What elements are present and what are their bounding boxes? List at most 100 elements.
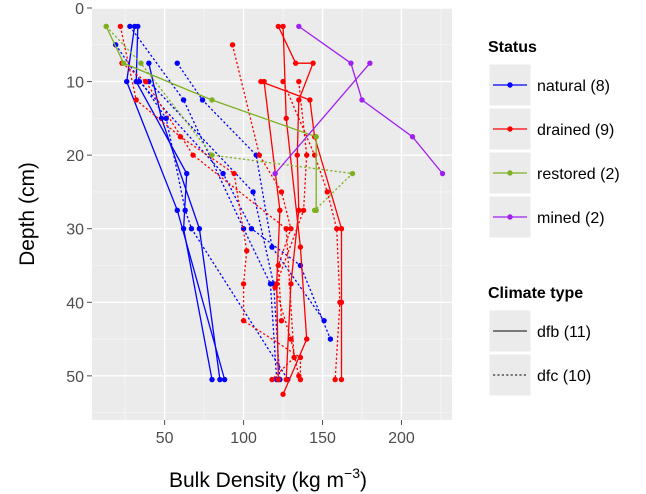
series-restored-dfc (103, 23, 356, 214)
series-line (148, 63, 221, 380)
data-point (439, 170, 446, 177)
data-point (296, 207, 302, 214)
data-point (209, 376, 215, 383)
x-axis: 50 100 150 200 (156, 420, 415, 447)
data-point (283, 376, 289, 383)
data-point (288, 336, 294, 342)
y-axis-title: Depth (cm) (16, 162, 39, 266)
x-axis-title: Bulk Density (kg m−3) (169, 465, 367, 492)
legend-key-point (507, 170, 513, 176)
data-point (221, 376, 228, 383)
data-point (269, 244, 275, 250)
legend-status: Status natural (8) drained (9) restored (2… (488, 39, 620, 239)
x-tick-label: 50 (156, 430, 174, 447)
data-point (280, 391, 286, 397)
data-point (248, 226, 255, 232)
data-point (244, 248, 250, 254)
y-tick-label: 20 (66, 148, 84, 165)
data-point (199, 97, 206, 103)
series-line (231, 44, 292, 321)
data-point (359, 97, 365, 103)
data-point (135, 23, 141, 30)
data-point (182, 207, 188, 214)
data-point (188, 226, 195, 232)
data-point (296, 23, 302, 30)
data-point (138, 60, 144, 66)
data-point (283, 226, 289, 232)
series-line (129, 26, 278, 380)
data-point (338, 376, 345, 383)
data-point (300, 207, 307, 214)
legend-key-point (507, 214, 513, 220)
series-drained-dfb (275, 23, 316, 383)
data-point (296, 97, 302, 103)
data-point (409, 134, 416, 140)
data-point (163, 115, 169, 122)
data-point (136, 78, 143, 85)
data-point (296, 373, 302, 379)
y-tick-label: 40 (66, 295, 84, 312)
data-point (310, 60, 316, 66)
data-point (142, 78, 149, 85)
data-point (180, 226, 187, 232)
data-point (184, 170, 190, 177)
data-point (229, 42, 236, 48)
data-point (278, 189, 285, 195)
x-tick-label: 200 (388, 430, 415, 447)
data-point (103, 23, 109, 30)
x-tick-label: 150 (309, 430, 336, 447)
data-point (269, 376, 275, 383)
series-line (277, 26, 315, 380)
series-mined-dfb (272, 60, 373, 177)
y-tick-label: 10 (66, 75, 84, 92)
data-point (280, 78, 286, 85)
data-point (196, 226, 203, 232)
data-point (180, 97, 187, 103)
series-drained-dfc (280, 78, 343, 383)
legend-entry-mined: mined (2) (537, 210, 605, 227)
series-drained-dfc (229, 42, 294, 324)
legend-entry-drained: drained (9) (537, 122, 614, 139)
data-point (304, 336, 310, 342)
series-line (105, 25, 354, 211)
data-point (275, 262, 282, 269)
data-point (275, 376, 282, 383)
series-line (282, 81, 341, 380)
legend-entry-dfb: dfb (11) (537, 324, 591, 341)
data-point (278, 317, 285, 324)
data-point (250, 189, 256, 195)
data-point (209, 97, 215, 103)
data-point (291, 354, 297, 361)
data-point (294, 152, 300, 158)
legend-entry-natural: natural (8) (537, 78, 610, 95)
data-point (277, 207, 283, 214)
series-line (148, 81, 281, 380)
data-point (297, 244, 304, 250)
series-natural-dfb (133, 23, 215, 383)
data-point (292, 60, 299, 66)
data-point (190, 152, 196, 158)
data-point (311, 207, 318, 214)
data-point (217, 376, 223, 383)
series-line (260, 80, 343, 380)
data-point (272, 284, 278, 291)
data-point (337, 299, 343, 305)
data-point (240, 281, 247, 287)
x-tick-label: 100 (230, 430, 257, 447)
data-point (321, 317, 327, 324)
series-restored-dfb (103, 23, 319, 214)
data-point (348, 60, 354, 66)
data-point (334, 226, 340, 232)
legend-entry-dfc: dfc (10) (537, 368, 591, 385)
series-line (274, 81, 308, 377)
data-point (127, 23, 133, 30)
data-point (117, 23, 124, 30)
legend-climate: Climate type dfb (11) dfc (10) (488, 285, 591, 397)
series-line (126, 26, 226, 380)
data-point (272, 170, 278, 177)
series-line (263, 81, 281, 380)
data-point (327, 336, 334, 342)
series-line (121, 62, 295, 380)
